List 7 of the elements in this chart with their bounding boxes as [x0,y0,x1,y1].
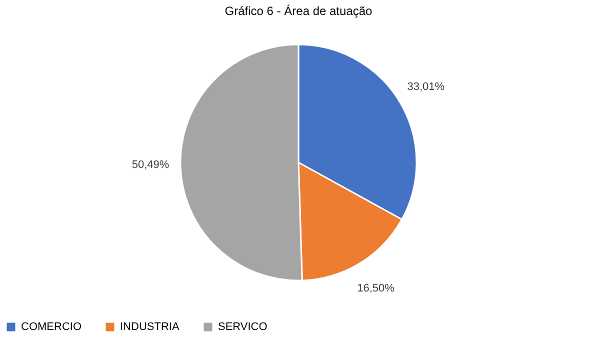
legend-label: COMERCIO [21,321,82,333]
data-label: 33,01% [407,81,445,94]
legend-label: SERVICO [218,321,268,333]
chart-title: Gráfico 6 - Área de atuação [224,4,373,18]
legend-label: INDUSTRIA [120,321,180,333]
data-label: 50,49% [132,158,170,171]
data-label: 16,50% [357,282,395,295]
